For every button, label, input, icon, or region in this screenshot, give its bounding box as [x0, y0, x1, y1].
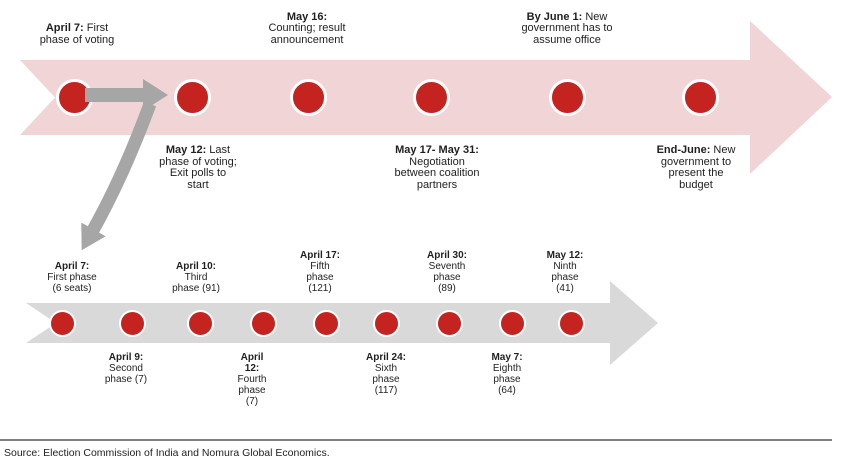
label-date: April 24:: [365, 352, 407, 363]
event-node: [289, 78, 327, 116]
label-description: Ninth phase (41): [551, 261, 579, 294]
label-date: May 7:: [491, 352, 523, 363]
phase-node: [557, 309, 585, 337]
label-description: New government to present the budget: [660, 144, 736, 191]
label-date: April 7:: [45, 22, 84, 34]
straight-arrow: [85, 79, 168, 111]
label-description: First phase (6 seats): [47, 272, 97, 294]
label-description: Negotiation between coalition partners: [394, 155, 480, 191]
source-text: Source: Election Commission of India and…: [4, 447, 330, 459]
phase-label: May 12: Ninth phase (41): [547, 250, 584, 294]
event-node: [412, 78, 450, 116]
curved-arrow: [81, 101, 157, 251]
event-label: End-June: New government to present the …: [656, 144, 736, 191]
label-date: April 9:: [108, 352, 144, 363]
event-label: May 12: Last phase of voting; Exit polls…: [159, 144, 237, 191]
phase-node: [312, 309, 340, 337]
label-date: May 16:: [286, 10, 328, 23]
event-label: April 7: First phase of voting: [39, 22, 115, 46]
label-description: First phase of voting: [39, 22, 115, 46]
event-node: [173, 78, 211, 116]
label-date: April 17:: [299, 250, 341, 261]
phase-label: April 10: Third phase (91): [172, 261, 220, 294]
label-date: April 12:: [240, 352, 264, 374]
label-description: Third phase (91): [172, 272, 220, 294]
phase-node: [372, 309, 400, 337]
phase-node: [48, 309, 76, 337]
label-date: May 17- May 31:: [395, 144, 479, 156]
phase-label: April 12: Fourth phase (7): [238, 352, 267, 407]
phase-label: April 30: Seventh phase (89): [427, 250, 467, 294]
event-label: May 17- May 31: Negotiation between coal…: [394, 144, 480, 191]
label-description: Fifth phase (121): [306, 261, 334, 294]
label-date: May 12:: [546, 250, 584, 261]
label-date: By June 1:: [526, 10, 583, 23]
phase-node: [249, 309, 277, 337]
label-date: May 12:: [165, 144, 207, 156]
label-description: Second phase (7): [104, 363, 148, 385]
event-node: [681, 78, 719, 116]
label-description: Last phase of voting; Exit polls to star…: [159, 144, 237, 191]
label-date: April 30:: [426, 250, 468, 261]
label-description: Eighth phase (64): [492, 363, 522, 396]
phase-label: April 7: First phase (6 seats): [47, 261, 96, 294]
event-label: By June 1: New government has to assume …: [521, 10, 613, 47]
event-node: [548, 78, 586, 116]
phase-node: [118, 309, 146, 337]
label-date: April 10:: [175, 261, 216, 272]
label-date: End-June:: [656, 144, 711, 156]
label-description: New government has to assume office: [521, 10, 613, 46]
bottom-arrow-band: [26, 281, 658, 365]
label-description: Fourth phase (7): [237, 374, 267, 407]
phase-node: [435, 309, 463, 337]
label-date: April 7:: [54, 261, 90, 272]
phase-label: April 17: Fifth phase (121): [300, 250, 340, 294]
phase-node: [186, 309, 214, 337]
label-description: Counting; result announcement: [268, 22, 346, 46]
source-divider: [0, 439, 832, 441]
phase-label: April 24: Sixth phase (117): [366, 352, 406, 396]
phase-label: May 7: Eighth phase (64): [491, 352, 522, 396]
phase-node: [498, 309, 526, 337]
phase-label: April 9: Second phase (7): [105, 352, 147, 385]
label-description: Seventh phase (89): [428, 261, 466, 294]
label-description: Sixth phase (117): [372, 363, 400, 396]
event-label: May 16: Counting; result announcement: [268, 10, 346, 47]
